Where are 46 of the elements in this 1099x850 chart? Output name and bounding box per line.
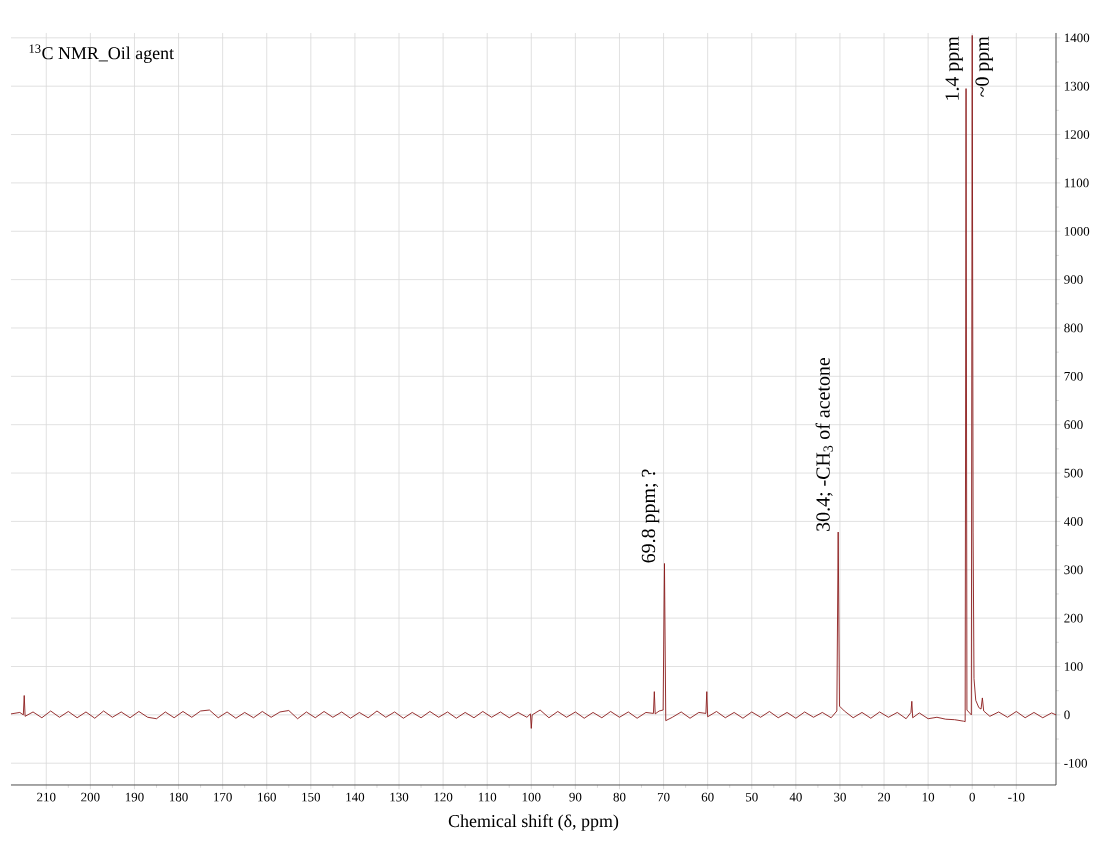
x-tick-label: 20 [878, 792, 891, 802]
y-tick-label: 900 [1064, 275, 1083, 284]
y-tick-label: 1400 [1064, 33, 1090, 43]
y-tick-label: 600 [1064, 420, 1083, 430]
x-tick-label: 70 [657, 792, 670, 802]
y-tick-label: 400 [1064, 517, 1083, 526]
y-tick-label: 1200 [1064, 130, 1090, 139]
x-axis-title: Chemical shift (δ, ppm) [448, 814, 619, 831]
x-tick-label: 80 [613, 792, 626, 802]
y-tick-label: 700 [1064, 371, 1083, 381]
y-tick-label: 1000 [1064, 226, 1090, 236]
x-tick-label: 170 [214, 792, 232, 802]
x-tick-label: 190 [125, 792, 144, 802]
x-tick-label: 200 [81, 792, 100, 802]
y-tick-label: 1300 [1064, 81, 1090, 91]
x-tick-label: 140 [346, 792, 365, 802]
x-tick-label: 90 [569, 792, 582, 802]
x-tick-label: 130 [390, 792, 409, 802]
annotation: 1.4 ppm [945, 36, 963, 100]
x-tick-label: 30 [834, 792, 846, 802]
y-tick-label: 500 [1064, 468, 1083, 478]
x-tick-label: 60 [701, 792, 714, 802]
x-tick-label: 180 [169, 792, 188, 802]
y-tick-label: -100 [1064, 758, 1088, 768]
x-tick-label: 210 [37, 792, 56, 802]
x-tick-label: 120 [434, 792, 453, 802]
x-tick-label: 0 [969, 792, 975, 802]
x-tick-label: 50 [746, 792, 758, 802]
y-tick-label: 1100 [1064, 178, 1089, 188]
y-tick-label: 100 [1064, 662, 1083, 671]
x-tick-label: 110 [478, 792, 497, 802]
line-series [10, 34, 1057, 729]
x-tick-label: 100 [522, 792, 541, 802]
text: $^{13}$C NMR_Oil agent [29, 44, 174, 63]
annotation: ~0 ppm [975, 36, 993, 97]
annotation: 69.8 ppm; ? [641, 469, 660, 563]
y-tick-label: 0 [1064, 710, 1070, 720]
x-tick-label: 40 [789, 792, 802, 802]
x-tick-label: 160 [258, 792, 276, 802]
y-tick-label: 800 [1064, 323, 1083, 333]
y-tick-label: 300 [1064, 565, 1083, 575]
x-tick-label: 150 [302, 792, 321, 802]
annotation: 30.4; -CH$_{3}$ of acetone [815, 357, 833, 531]
x-tick-label: 10 [922, 792, 935, 802]
x-tick-label: -10 [1008, 792, 1025, 802]
y-tick-label: 200 [1064, 613, 1083, 623]
